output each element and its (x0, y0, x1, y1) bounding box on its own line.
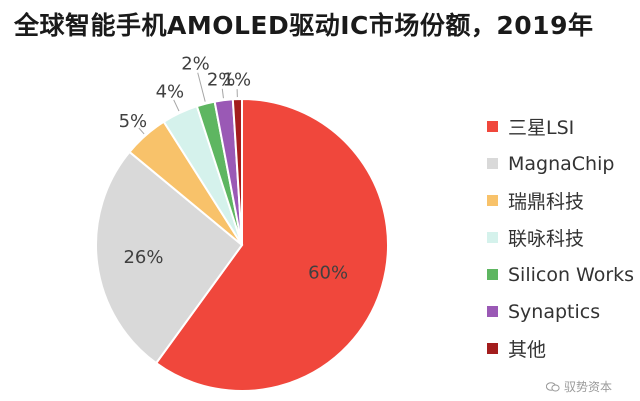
data-label-1: 26% (123, 247, 163, 268)
legend-item-4: Silicon Works (487, 256, 634, 293)
data-label-3: 4% (156, 81, 185, 102)
legend-item-1: MagnaChip (487, 145, 634, 182)
pie-slice-0 (154, 97, 389, 392)
legend-item-6: 其他 (487, 330, 634, 367)
legend-swatch (487, 121, 498, 132)
leader-line-4 (197, 72, 206, 102)
leader-line-3 (173, 99, 180, 112)
legend-swatch (487, 232, 498, 243)
wechat-icon (546, 381, 560, 391)
pie-slice-6 (231, 97, 243, 246)
legend-swatch (487, 269, 498, 280)
data-label-0: 60% (308, 262, 348, 283)
legend-label: 瑞鼎科技 (508, 191, 585, 213)
legend-label: 联咏科技 (508, 228, 585, 250)
legend-item-0: 三星LSI (487, 108, 634, 145)
leader-line-2 (138, 127, 145, 135)
legend-item-5: Synaptics (487, 293, 634, 330)
leader-line-5 (221, 88, 224, 99)
pie-slice-1 (95, 150, 244, 365)
legend-swatch (487, 306, 498, 317)
legend-label: 其他 (508, 339, 547, 361)
watermark: 驭势资本 (546, 378, 612, 395)
legend-swatch (487, 195, 498, 206)
legend-label: 三星LSI (508, 117, 575, 139)
legend-item-2: 瑞鼎科技 (487, 182, 634, 219)
data-label-6: 1% (223, 70, 252, 91)
legend-label: Silicon Works (508, 263, 635, 286)
legend-swatch (487, 343, 498, 354)
data-label-4: 2% (181, 53, 210, 74)
legend-label: Synaptics (508, 300, 601, 323)
legend: 三星LSI MagnaChip 瑞鼎科技联咏科技 Silicon Works Synap… (487, 108, 634, 367)
legend-label: MagnaChip (508, 152, 615, 175)
data-label-2: 5% (119, 111, 148, 132)
watermark-text: 驭势资本 (564, 380, 613, 394)
data-label-5: 2% (207, 69, 236, 90)
legend-item-3: 联咏科技 (487, 219, 634, 256)
chart-title: 全球智能手机AMOLED驱动IC市场份额，2019年 (14, 11, 594, 40)
legend-swatch (487, 158, 498, 169)
